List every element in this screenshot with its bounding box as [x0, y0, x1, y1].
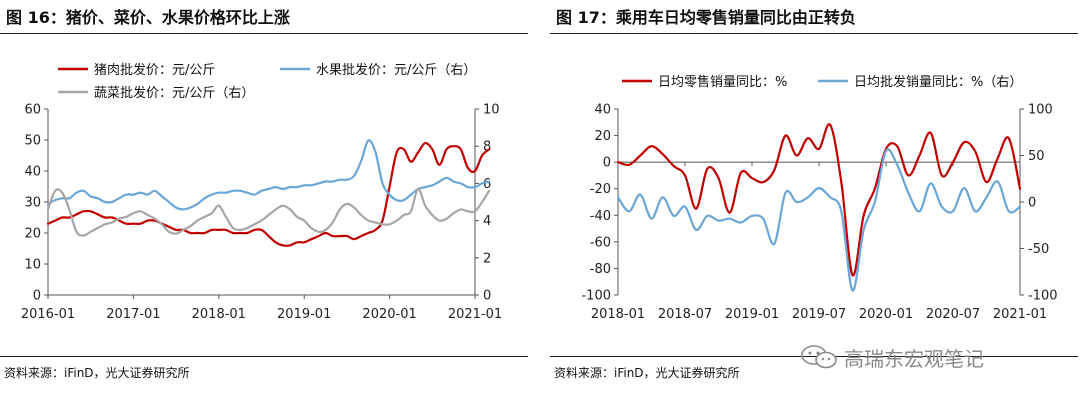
y-tick-left-label: 40	[24, 165, 41, 180]
y-tick-right-label: 0	[1028, 196, 1036, 211]
y-tick-left-label: -80	[590, 262, 611, 277]
y-tick-right-label: -50	[1028, 242, 1049, 257]
watermark: 高瑞东宏观笔记	[800, 343, 1060, 371]
x-tick-label: 2020-01	[362, 307, 416, 322]
series-line-2	[46, 139, 491, 211]
x-tick-label: 2018-01	[591, 307, 645, 322]
legend-label: 蔬菜批发价：元/公斤（右）	[94, 85, 254, 101]
y-tick-left-label: 0	[603, 156, 611, 171]
legend-label: 水果批发价：元/公斤（右）	[316, 62, 476, 78]
x-tick-label: 2016-01	[21, 307, 75, 322]
x-tick-label: 2019-01	[277, 307, 331, 322]
y-tick-left-label: 30	[24, 196, 41, 211]
x-tick-label: 2018-01	[192, 307, 246, 322]
y-tick-right-label: 2	[483, 251, 491, 266]
y-tick-left-label: 20	[594, 129, 611, 144]
chart-title: 图 16：猪价、菜价、水果价格环比上涨	[6, 8, 290, 27]
y-tick-left-label: -20	[590, 182, 611, 197]
source-divider	[550, 356, 1078, 357]
y-tick-right-label: 100	[1028, 103, 1053, 118]
legend-label: 日均批发销量同比：%（右）	[854, 74, 1022, 90]
x-tick-label: 2020-07	[926, 307, 980, 322]
chart-title: 图 17：乘用车日均零售销量同比由正转负	[556, 8, 856, 27]
y-tick-left-label: 50	[24, 134, 41, 149]
y-tick-right-label: 10	[483, 103, 500, 118]
series-line-3	[46, 187, 491, 237]
y-tick-left-label: -40	[590, 209, 611, 224]
series-line-2	[616, 148, 1022, 292]
wechat-icon	[801, 345, 837, 369]
chart-panel-left: 图 16：猪价、菜价、水果价格环比上涨 0 10 20 30 40 50 60 0 2 4 6 8 10…	[0, 0, 530, 406]
source-divider	[0, 356, 528, 357]
chart-source: 资料来源：iFinD，光大证券研究所	[554, 366, 740, 380]
y-tick-left-label: 10	[24, 258, 41, 273]
y-tick-right-label: -100	[1028, 289, 1058, 304]
y-tick-left-label: 0	[33, 289, 41, 304]
series-line-1	[46, 141, 491, 247]
y-tick-left-label: 20	[24, 227, 41, 242]
chart-canvas: -100 -80 -60 -40 -20 0 20 40 -100 -50 0 50 100 2018-0…	[581, 74, 1058, 322]
x-tick-label: 2020-01	[859, 307, 913, 322]
y-tick-right-label: 6	[483, 177, 491, 192]
y-tick-right-label: 4	[483, 214, 491, 229]
y-tick-left-label: 40	[594, 103, 611, 118]
chart-source: 资料来源：iFinD，光大证券研究所	[4, 366, 190, 380]
x-tick-label: 2019-01	[725, 307, 779, 322]
chart-canvas: 0 10 20 30 40 50 60 0 2 4 6 8 10 2016-01 2017-01 2018-0…	[21, 62, 502, 322]
y-tick-right-label: 50	[1028, 149, 1045, 164]
x-tick-label: 2019-07	[792, 307, 846, 322]
x-tick-label: 2021-01	[993, 307, 1047, 322]
x-tick-label: 2021-01	[448, 307, 502, 322]
x-tick-label: 2017-01	[106, 307, 160, 322]
title-divider	[0, 33, 528, 34]
y-tick-left-label: -100	[581, 289, 611, 304]
chart-panel-right: 图 17：乘用车日均零售销量同比由正转负 -100 -80 -60 -40 -20 0 20…	[550, 0, 1080, 406]
watermark-text: 高瑞东宏观笔记	[844, 347, 984, 371]
y-tick-left-label: 60	[24, 103, 41, 118]
x-tick-label: 2018-07	[658, 307, 712, 322]
series-line-1	[616, 123, 1022, 277]
y-tick-right-label: 8	[483, 140, 491, 155]
title-divider	[550, 33, 1078, 34]
legend-label: 猪肉批发价：元/公斤	[94, 62, 215, 78]
y-tick-left-label: -60	[590, 235, 611, 250]
legend-label: 日均零售销量同比：%	[658, 74, 787, 90]
y-tick-right-label: 0	[483, 289, 491, 304]
